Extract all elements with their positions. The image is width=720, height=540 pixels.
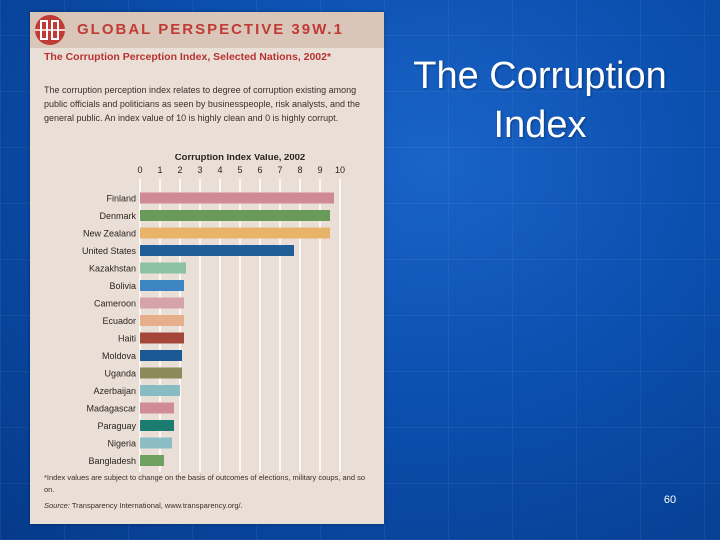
bar	[140, 420, 174, 431]
bar	[140, 245, 294, 256]
source-text: Transparency International, www.transpar…	[71, 501, 243, 510]
x-tick-label: 0	[137, 165, 142, 175]
x-tick-label: 5	[237, 165, 242, 175]
x-tick-label: 3	[197, 165, 202, 175]
bar	[140, 227, 330, 239]
x-tick-label: 6	[257, 165, 262, 175]
bar	[140, 437, 172, 449]
category-label: Finland	[106, 194, 136, 204]
x-tick-label: 4	[217, 165, 222, 175]
bar	[140, 367, 182, 379]
x-tick-label: 1	[157, 165, 162, 175]
category-label: Kazakhstan	[89, 264, 136, 274]
source-line: Source: Transparency International, www.…	[44, 500, 374, 512]
chart-description: The corruption perception index relates …	[44, 85, 361, 123]
x-tick-label: 9	[317, 165, 322, 175]
bar	[140, 350, 182, 361]
header-bar	[30, 12, 384, 48]
category-label: Ecuador	[102, 316, 136, 326]
category-label: Nigeria	[107, 439, 136, 449]
footnote: *Index values are subject to change on t…	[44, 473, 366, 494]
category-label: Cameroon	[94, 299, 136, 309]
source-label: Source:	[44, 501, 70, 510]
category-label: Moldova	[102, 351, 136, 361]
bar	[140, 210, 330, 221]
category-label: Azerbaijan	[93, 386, 136, 396]
slide-title: The Corruption Index	[413, 55, 667, 146]
category-label: Bangladesh	[88, 456, 136, 466]
x-tick-label: 2	[177, 165, 182, 175]
x-tick-label: 7	[277, 165, 282, 175]
x-axis-title: Corruption Index Value, 2002	[175, 154, 305, 163]
figure-panel: GLOBAL PERSPECTIVE 39W.1 The Corruption …	[30, 12, 384, 524]
bar	[140, 385, 180, 396]
global-perspective-heading: GLOBAL PERSPECTIVE 39W.1	[77, 21, 344, 38]
category-label: United States	[82, 246, 137, 256]
bar	[140, 455, 164, 466]
globe-logo-icon	[35, 15, 65, 45]
bar	[140, 315, 184, 326]
page-number: 60	[663, 494, 677, 506]
category-label: Paraguay	[97, 421, 136, 431]
category-label: Madagascar	[86, 404, 136, 414]
chart-title: The Corruption Perception Index, Selecte…	[44, 51, 332, 63]
x-tick-label: 8	[297, 165, 302, 175]
category-label: Haiti	[118, 334, 136, 344]
bar	[140, 297, 184, 309]
bar	[140, 262, 186, 274]
bar	[140, 402, 174, 414]
category-label: New Zealand	[83, 229, 136, 239]
bar	[140, 332, 184, 344]
bar	[140, 192, 334, 204]
category-label: Denmark	[99, 211, 136, 221]
corruption-index-bar-chart: Corruption Index Value, 2002 0 1 2 3 4 5 6 7 8 9 10…	[82, 154, 345, 472]
category-label: Uganda	[104, 369, 136, 379]
x-tick-label: 10	[335, 165, 345, 175]
bar	[140, 280, 184, 291]
category-label: Bolivia	[109, 281, 136, 291]
